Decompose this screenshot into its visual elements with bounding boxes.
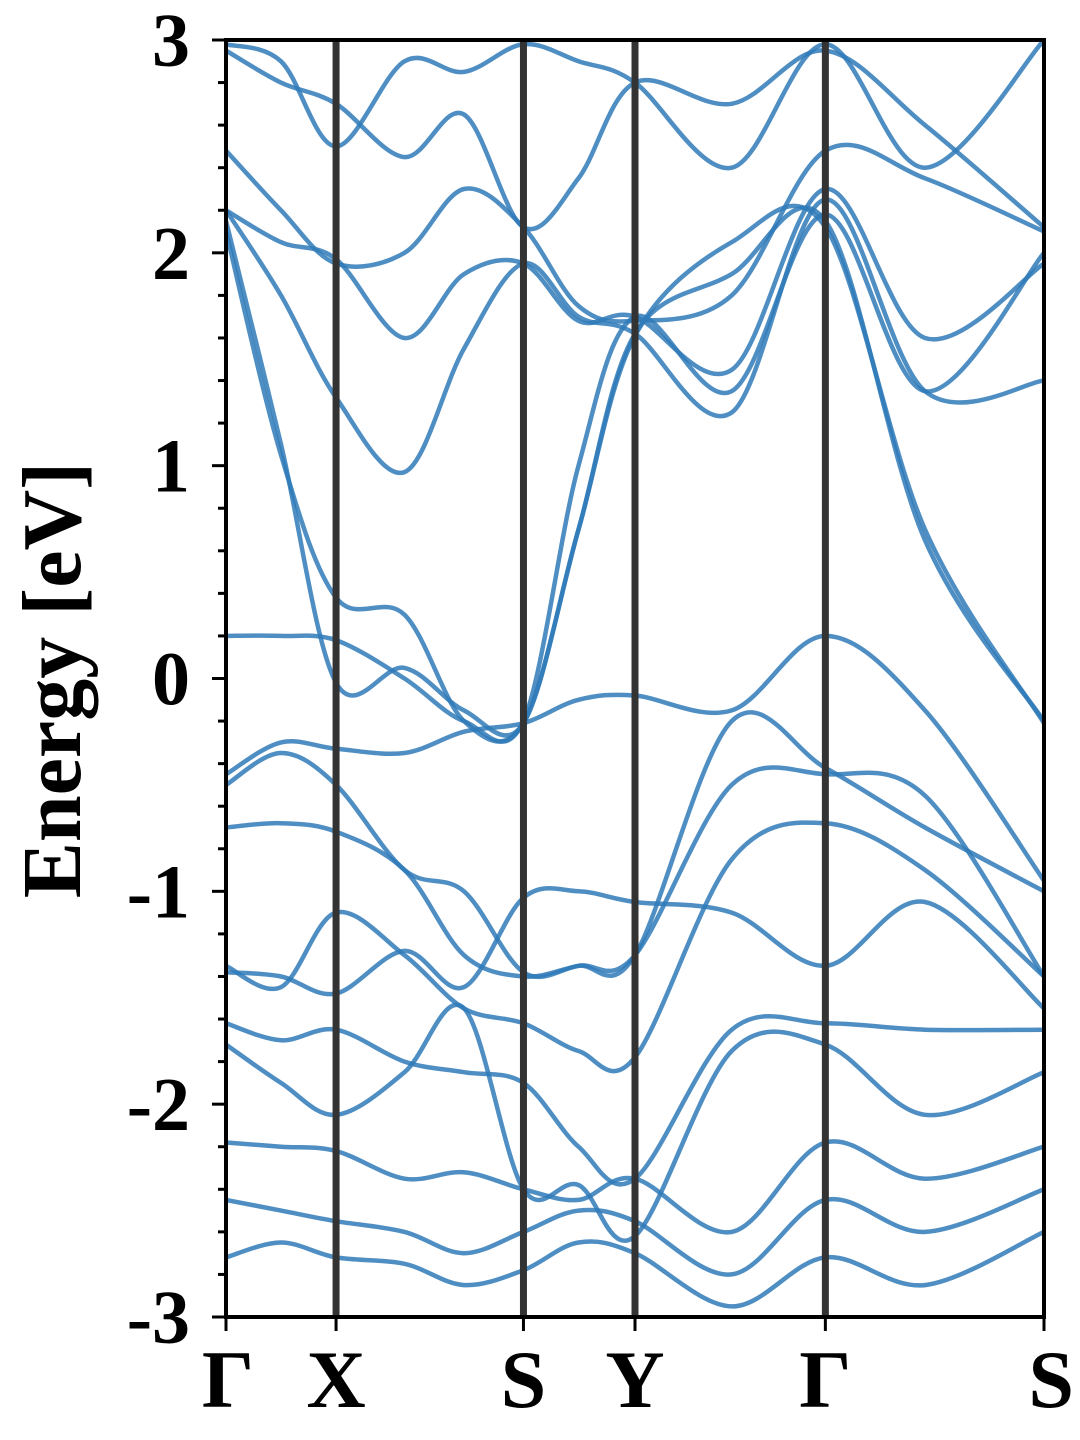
kpoint-label: Γ: [799, 1334, 851, 1425]
band-line-9: [226, 1014, 1044, 1187]
y-axis-ticks: 3 2 1 0 -1 -2 -3: [127, 0, 226, 1360]
band-line-14: [226, 48, 1044, 232]
band-line-2: [226, 205, 1044, 744]
high-symmetry-lines: [332, 40, 829, 1317]
y-tick-label: 0: [152, 638, 190, 722]
kpoint-label: S: [501, 1334, 547, 1425]
band-line-11: [226, 1139, 1044, 1235]
y-tick-label: -3: [127, 1276, 190, 1360]
band-line-8: [226, 886, 1044, 1011]
kpoint-label: Y: [605, 1334, 664, 1425]
kpoint-label: Γ: [202, 1334, 254, 1425]
y-tick-label: 1: [152, 425, 190, 509]
y-tick-label: 3: [152, 0, 190, 83]
kpoint-label: X: [306, 1334, 365, 1425]
band-line-3: [226, 212, 1044, 744]
kpoint-label: S: [1028, 1334, 1074, 1425]
y-tick-label: 2: [152, 212, 190, 296]
y-tick-label: -1: [127, 850, 190, 934]
y-axis-label: Energy [eV]: [6, 462, 99, 898]
band-line-10: [226, 1002, 1044, 1243]
y-tick-label: -2: [127, 1063, 190, 1147]
band-line-6: [226, 765, 1044, 979]
